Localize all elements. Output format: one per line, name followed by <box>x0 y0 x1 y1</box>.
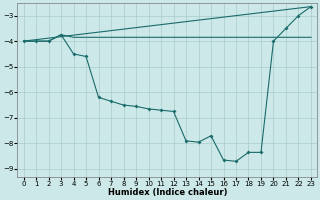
X-axis label: Humidex (Indice chaleur): Humidex (Indice chaleur) <box>108 188 227 197</box>
